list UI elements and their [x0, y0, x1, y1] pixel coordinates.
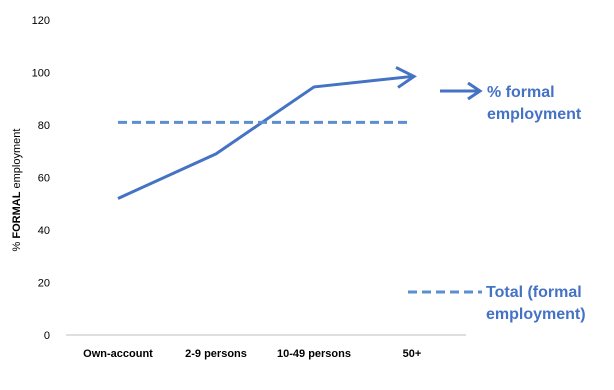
legend-label-total: Total (formal employment) — [486, 284, 586, 323]
y-tick-label: 80 — [38, 120, 50, 132]
legend-label-formal: % formal employment — [487, 84, 582, 123]
y-axis-title-suffix: employment — [11, 129, 23, 192]
series-lines — [117, 66, 417, 200]
legend-item-total: Total (formal employment) — [408, 284, 586, 323]
legend-label-formal-line1: % formal — [487, 84, 555, 101]
y-tick-label: 100 — [32, 68, 50, 80]
legend-label-total-line1: Total (formal — [486, 284, 582, 301]
y-axis-title-bold: FORMAL — [11, 191, 23, 238]
x-category-label: 50+ — [403, 348, 422, 360]
x-category-label: 10-49 persons — [277, 348, 351, 360]
y-tick-labels: 0 20 40 60 80 100 120 — [32, 15, 50, 342]
legend-item-formal: % formal employment — [440, 81, 582, 123]
x-category-labels: Own-account 2-9 persons 10-49 persons 50+ — [83, 348, 421, 360]
y-axis-title: % FORMAL employment — [11, 129, 23, 252]
x-category-label: Own-account — [83, 348, 153, 360]
legend-arrow-icon — [467, 81, 483, 101]
y-axis-title-prefix: % — [11, 239, 23, 252]
y-tick-label: 60 — [38, 173, 50, 185]
series-end-arrow-icon — [395, 66, 417, 89]
series-line-formal — [117, 74, 413, 200]
legend-label-formal-line2: employment — [487, 106, 582, 123]
y-tick-label: 20 — [38, 278, 50, 290]
x-category-label: 2-9 persons — [185, 348, 247, 360]
legend: % formal employment Total (formal employ… — [408, 81, 586, 323]
legend-label-total-line2: employment) — [486, 306, 586, 323]
y-tick-label: 120 — [32, 15, 50, 27]
y-tick-label: 40 — [38, 225, 50, 237]
y-tick-label: 0 — [44, 330, 50, 342]
